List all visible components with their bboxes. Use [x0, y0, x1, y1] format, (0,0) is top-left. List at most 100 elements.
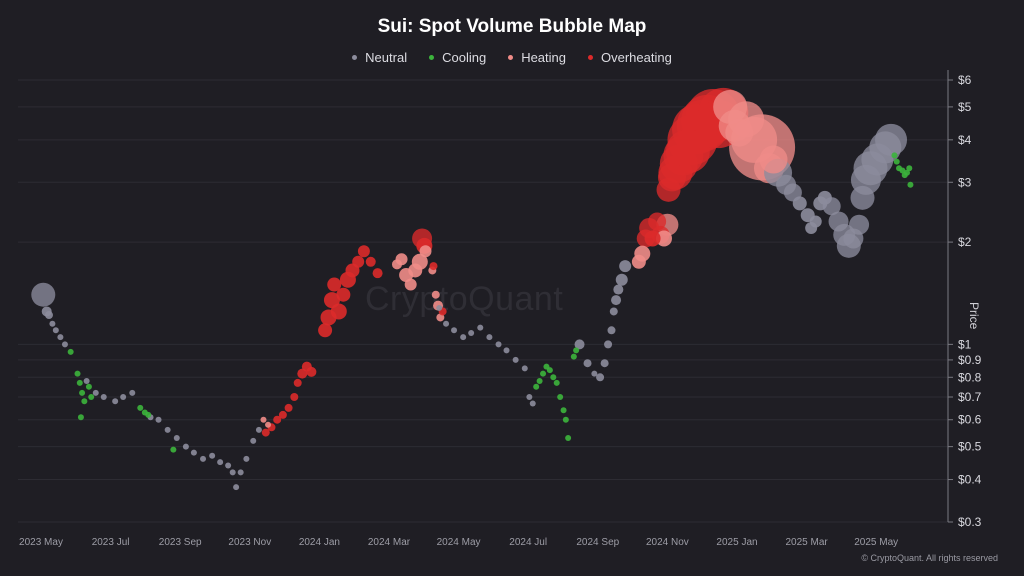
x-tick-label: 2024 Jan	[299, 537, 340, 548]
bubble-neutral	[451, 327, 458, 334]
legend-item-overheating[interactable]: Overheating	[588, 50, 672, 65]
bubble-neutral	[255, 426, 262, 433]
bubble-heating	[404, 278, 417, 291]
x-tick-label: 2023 Sep	[159, 537, 202, 548]
bubble-cooling	[81, 398, 88, 405]
bubble-neutral	[443, 320, 450, 327]
legend-dot-overheating	[588, 55, 593, 60]
y-tick-label: $0.9	[958, 353, 982, 367]
legend-item-neutral[interactable]: Neutral	[352, 50, 407, 65]
bubble-heating	[655, 230, 672, 247]
bubble-heating	[431, 290, 440, 299]
bubble-neutral	[120, 393, 127, 400]
y-tick-label: $0.3	[958, 515, 982, 529]
bubble-neutral	[817, 190, 832, 205]
bubble-neutral	[61, 341, 68, 348]
bubble-neutral	[792, 196, 807, 211]
y-axis-label: Price	[967, 302, 981, 330]
bubble-overheating	[327, 277, 342, 292]
bubble-cooling	[573, 347, 580, 354]
bubble-heating	[759, 145, 788, 174]
bubble-neutral	[495, 341, 502, 348]
bubble-overheating	[429, 262, 438, 271]
bubble-neutral	[57, 334, 64, 341]
legend-dot-cooling	[429, 55, 435, 60]
bubble-neutral	[182, 443, 189, 450]
bubble-neutral	[809, 215, 822, 228]
bubble-heating	[436, 313, 445, 322]
legend-label-overheating: Overheating	[601, 50, 672, 65]
bubble-cooling	[893, 158, 900, 165]
x-tick-label: 2024 Jul	[509, 537, 547, 548]
bubble-neutral	[92, 389, 99, 396]
y-tick-label: $0.8	[958, 370, 982, 384]
bubble-neutral	[31, 282, 56, 307]
bubble-cooling	[907, 181, 914, 188]
bubble-neutral	[850, 185, 875, 210]
footer-copyright: © CryptoQuant. All rights reserved	[861, 553, 998, 563]
x-tick-label: 2023 May	[19, 537, 63, 548]
bubble-neutral	[164, 426, 171, 433]
bubble-cooling	[145, 411, 152, 418]
bubble-cooling	[77, 414, 84, 421]
x-tick-label: 2023 Jul	[92, 537, 130, 548]
watermark: CryptoQuant	[365, 280, 564, 318]
bubble-overheating	[372, 268, 383, 279]
bubble-heating	[631, 254, 646, 269]
bubble-heating	[725, 118, 754, 147]
bubble-neutral	[209, 452, 216, 459]
bubble-neutral	[52, 327, 59, 334]
bubble-neutral	[849, 214, 870, 235]
bubble-neutral	[477, 324, 484, 331]
x-tick-label: 2025 Mar	[785, 537, 828, 548]
bubble-neutral	[83, 378, 90, 385]
bubble-neutral	[609, 307, 618, 316]
bubble-neutral	[49, 320, 56, 327]
bubble-cooling	[904, 169, 911, 176]
bubble-cooling	[76, 379, 83, 386]
x-tick-label: 2024 Nov	[646, 537, 689, 548]
bubble-cooling	[137, 404, 144, 411]
legend-item-cooling[interactable]: Cooling	[429, 50, 486, 65]
bubble-neutral	[521, 365, 528, 372]
bubble-neutral	[233, 484, 240, 491]
bubble-cooling	[536, 378, 543, 385]
legend-label-neutral: Neutral	[365, 50, 408, 65]
y-tick-label: $2	[958, 235, 972, 249]
bubble-neutral	[574, 339, 585, 350]
legend-item-heating[interactable]: Heating	[508, 50, 566, 65]
bubble-overheating	[273, 415, 282, 424]
bubble-neutral	[600, 359, 609, 368]
bubble-neutral	[217, 459, 224, 466]
bubble-cooling	[560, 407, 567, 414]
bubble-cooling	[533, 383, 540, 390]
bubble-neutral	[173, 435, 180, 442]
bubble-overheating	[357, 245, 370, 258]
bubble-overheating	[290, 392, 299, 401]
bubble-neutral	[526, 393, 533, 400]
y-tick-label: $4	[958, 133, 972, 147]
x-tick-label: 2024 Mar	[368, 537, 411, 548]
bubble-cooling	[79, 389, 86, 396]
bubble-overheating	[318, 323, 333, 338]
bubble-neutral	[250, 437, 257, 444]
bubble-neutral	[129, 389, 136, 396]
bubble-neutral	[503, 347, 510, 354]
bubble-neutral	[190, 449, 197, 456]
bubble-neutral	[875, 123, 908, 156]
bubble-heating	[265, 421, 272, 428]
y-tick-label: $0.4	[958, 473, 982, 487]
bubble-neutral	[591, 370, 598, 377]
x-tick-label: 2025 Jan	[716, 537, 757, 548]
bubble-cooling	[557, 393, 564, 400]
bubble-neutral	[155, 416, 162, 423]
bubble-overheating	[656, 177, 681, 202]
bubble-heating	[419, 245, 432, 258]
bubble-neutral	[112, 398, 119, 405]
bubble-neutral	[460, 334, 467, 341]
bubble-cooling	[85, 383, 92, 390]
bubble-cooling	[170, 446, 177, 453]
legend: Neutral Cooling Heating Overheating	[0, 50, 1024, 65]
bubble-cooling	[565, 435, 572, 442]
